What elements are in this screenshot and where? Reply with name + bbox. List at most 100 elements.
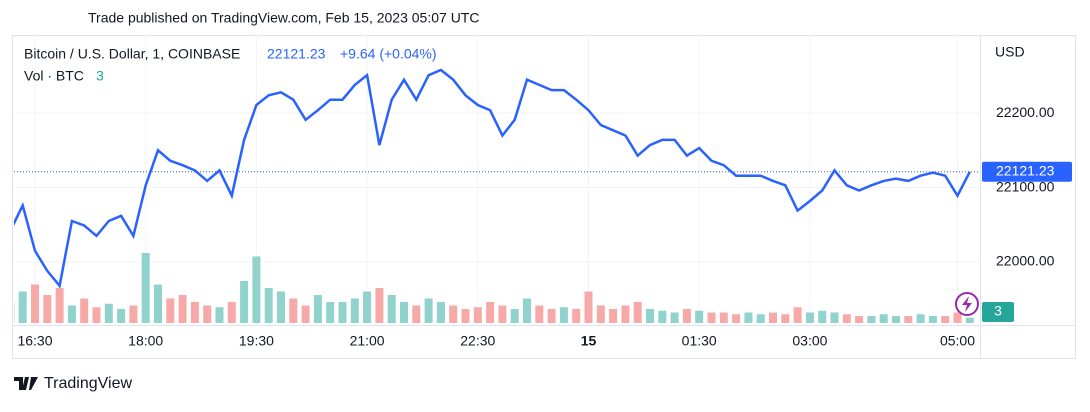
- volume-bar: [953, 312, 962, 323]
- volume-bar: [670, 312, 679, 323]
- volume-bar: [104, 303, 113, 323]
- volume-bar: [449, 305, 458, 323]
- volume-title: Vol · BTC: [24, 68, 84, 84]
- volume-bar: [879, 314, 888, 323]
- volume-bar: [117, 309, 126, 323]
- volume-bar: [732, 314, 741, 323]
- x-tick-label: 15: [581, 333, 597, 349]
- volume-bar: [190, 302, 199, 323]
- volume-bar: [498, 305, 507, 323]
- last-price: 22121.23: [267, 46, 326, 62]
- y-unit: USD: [995, 44, 1025, 60]
- x-tick-label: 21:00: [350, 333, 385, 349]
- x-tick-label: 03:00: [792, 333, 827, 349]
- x-tick-label: 18:00: [128, 333, 163, 349]
- volume-bar: [289, 298, 298, 323]
- volume-bar: [461, 309, 470, 323]
- volume-bar: [916, 314, 925, 323]
- volume-bar: [965, 317, 974, 323]
- volume-bar: [904, 316, 913, 323]
- last-price-tag: [982, 161, 1072, 182]
- volume-bar: [313, 295, 322, 323]
- volume-bar: [400, 302, 408, 323]
- volume-bar: [830, 312, 839, 323]
- volume-bar: [18, 291, 27, 323]
- footer: TradingView: [44, 375, 132, 392]
- volume-bar: [436, 302, 445, 323]
- volume-bar: [486, 302, 495, 323]
- volume-bar: [941, 316, 950, 323]
- volume-bar: [338, 302, 347, 323]
- volume-bar: [154, 284, 162, 323]
- volume-bar: [67, 305, 76, 323]
- volume-bar: [682, 309, 691, 323]
- volume-bar: [178, 295, 187, 323]
- volume-last: 3: [96, 68, 104, 84]
- volume-bar: [252, 256, 261, 323]
- volume-bar: [240, 281, 249, 323]
- volume-bar: [769, 312, 777, 323]
- volume-bar: [92, 307, 101, 323]
- volume-bar: [43, 295, 52, 323]
- volume-bar: [510, 309, 519, 323]
- volume-bar: [412, 305, 421, 323]
- volume-bar: [203, 305, 212, 323]
- volume-bar: [166, 298, 175, 323]
- alert-bolt: [962, 296, 972, 312]
- volume-bar: [818, 310, 827, 323]
- volume-bar: [387, 295, 396, 323]
- volume-bar: [596, 305, 605, 323]
- volume-bar: [350, 298, 359, 323]
- x-tick-label: 05:00: [940, 333, 975, 349]
- volume-bar: [264, 288, 273, 323]
- volume-bar: [756, 314, 765, 323]
- volume-bar: [572, 309, 581, 323]
- x-tick-label: 01:30: [682, 333, 717, 349]
- last-volume-tag: [982, 302, 1014, 322]
- volume-bar: [707, 312, 716, 323]
- volume-bar: [14, 302, 15, 323]
- volume-bar: [215, 307, 224, 323]
- volume-bar: [363, 291, 372, 323]
- volume-bar: [719, 312, 728, 323]
- volume-bar: [842, 314, 851, 323]
- volume-bar: [80, 298, 89, 323]
- volume-bar: [658, 310, 667, 323]
- symbol-title: Bitcoin / U.S. Dollar, 1, COINBASE: [24, 46, 240, 62]
- volume-bar: [301, 305, 310, 323]
- y-tick-label: 22200.00: [996, 104, 1055, 120]
- volume-bar: [141, 253, 150, 323]
- volume-bar: [277, 291, 285, 323]
- last-volume-label: 3: [994, 303, 1002, 319]
- volume-bar: [892, 316, 900, 323]
- volume-bar: [744, 312, 753, 323]
- x-tick-label: 19:30: [239, 333, 274, 349]
- y-tick-label: 22000.00: [996, 253, 1055, 269]
- volume-bar: [227, 302, 236, 323]
- volume-bar: [129, 305, 138, 323]
- volume-bar: [621, 305, 630, 323]
- volume-bar: [326, 302, 335, 323]
- last-price-label: 22121.23: [996, 162, 1055, 178]
- price-change: +9.64 (+0.04%): [340, 46, 437, 62]
- x-tick-label: 22:30: [460, 333, 495, 349]
- volume-bar: [646, 309, 654, 323]
- volume-bar: [609, 309, 618, 323]
- volume-bar: [31, 284, 39, 323]
- volume-bar: [928, 316, 937, 323]
- price-line: [14, 68, 971, 289]
- volume-bar: [855, 316, 864, 323]
- volume-bar: [781, 314, 790, 323]
- volume-bar: [633, 302, 642, 323]
- y-tick-label: 22100.00: [996, 178, 1055, 194]
- frame: [12, 35, 1076, 359]
- volume-bar: [424, 298, 433, 323]
- header: Trade published on TradingView.com, Feb …: [88, 10, 479, 26]
- x-tick-label: 16:30: [17, 333, 52, 349]
- volume-bar: [375, 288, 384, 323]
- volume-bar: [793, 307, 802, 323]
- volume-bar: [535, 305, 544, 323]
- volume-bar: [584, 291, 593, 323]
- volume-bar: [559, 307, 568, 323]
